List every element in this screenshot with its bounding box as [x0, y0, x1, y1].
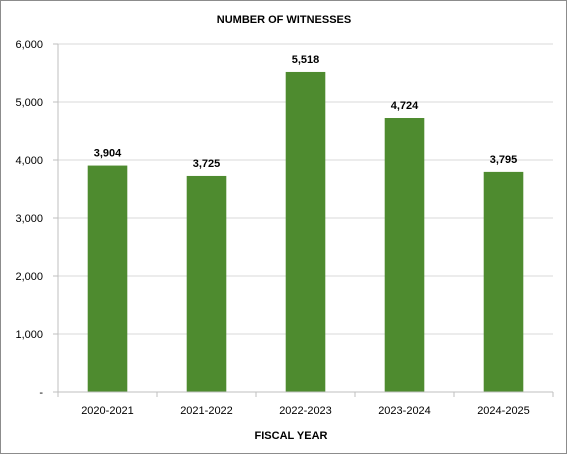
data-label: 3,904 — [94, 148, 122, 160]
data-labels: 3,904 3,725 5,518 4,724 3,795 — [94, 54, 518, 170]
bar — [87, 165, 128, 392]
y-tick-label: 3,000 — [15, 213, 43, 225]
x-tick-labels: 2020-2021 2021-2022 2022-2023 2023-2024 2024… — [81, 405, 530, 417]
bar — [186, 175, 227, 392]
data-label: 5,518 — [292, 54, 320, 66]
y-tick-label: 1,000 — [15, 329, 43, 341]
x-axis-title: FISCAL YEAR — [255, 430, 328, 442]
bars — [87, 71, 524, 393]
y-tick-label: 5,000 — [15, 97, 43, 109]
axes — [53, 43, 554, 397]
chart-title: NUMBER OF WITNESSES — [217, 14, 351, 26]
bar — [285, 71, 326, 393]
x-tick-label: 2021-2022 — [180, 405, 233, 417]
y-tick-label: - — [39, 387, 43, 399]
data-label: 3,725 — [193, 158, 221, 170]
x-tick-label: 2024-2025 — [477, 405, 530, 417]
x-tick-label: 2023-2024 — [378, 405, 431, 417]
bar — [384, 118, 425, 393]
bar — [483, 171, 524, 392]
y-tick-label: 6,000 — [15, 39, 43, 51]
y-tick-label: 2,000 — [15, 271, 43, 283]
data-label: 3,795 — [490, 154, 518, 166]
y-tick-labels: - 1,000 2,000 3,000 4,000 5,000 6,000 — [15, 39, 43, 399]
x-tick-label: 2020-2021 — [81, 405, 134, 417]
y-tick-label: 4,000 — [15, 155, 43, 167]
data-label: 4,724 — [391, 100, 419, 112]
x-tick-label: 2022-2023 — [279, 405, 332, 417]
